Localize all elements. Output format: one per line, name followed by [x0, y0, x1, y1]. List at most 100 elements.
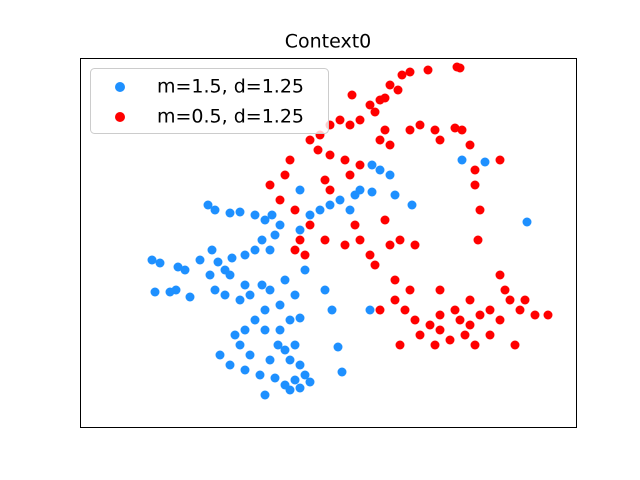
scatter-point [465, 295, 475, 305]
scatter-point [210, 205, 220, 215]
chart-title: Context0 [285, 31, 372, 53]
scatter-point [505, 295, 515, 305]
scatter-point [147, 255, 157, 265]
scatter-point [345, 205, 355, 215]
scatter-point [470, 165, 480, 175]
scatter-point [305, 210, 315, 220]
scatter-point [435, 310, 445, 320]
scatter-point [390, 295, 400, 305]
scatter-point [375, 135, 385, 145]
scatter-point [320, 235, 330, 245]
scatter-point [495, 315, 505, 325]
scatter-point [280, 345, 290, 355]
scatter-point [495, 155, 505, 165]
scatter-point [400, 305, 410, 315]
scatter-point [295, 235, 305, 245]
scatter-point [365, 305, 375, 315]
scatter-point [473, 235, 483, 245]
scatter-point [385, 170, 395, 180]
scatter-point [423, 65, 433, 75]
scatter-point [347, 90, 357, 100]
scatter-point [452, 62, 462, 72]
scatter-point [260, 305, 270, 315]
scatter-point [260, 215, 270, 225]
scatter-point [430, 125, 440, 135]
scatter-point [290, 340, 300, 350]
scatter-point [295, 185, 305, 195]
scatter-point [380, 215, 390, 225]
scatter-point [385, 140, 395, 150]
scatter-point [245, 290, 255, 300]
scatter-point [415, 330, 425, 340]
scatter-point [265, 355, 275, 365]
scatter-point [203, 200, 213, 210]
scatter-point [380, 93, 390, 103]
axes-frame [80, 58, 577, 428]
scatter-point [230, 330, 240, 340]
scatter-point [495, 270, 505, 280]
scatter-point [275, 325, 285, 335]
scatter-point [435, 135, 445, 145]
scatter-point [250, 245, 260, 255]
scatter-point [225, 208, 235, 218]
legend-label: m=1.5, d=1.25 [157, 76, 304, 98]
scatter-point [393, 85, 403, 95]
scatter-point [171, 285, 181, 295]
legend-marker [115, 82, 125, 92]
scatter-point [435, 325, 445, 335]
scatter-point [530, 310, 540, 320]
scatter-point [355, 235, 365, 245]
scatter-point [337, 367, 347, 377]
scatter-point [295, 313, 305, 323]
scatter-point [397, 70, 407, 80]
legend-box [90, 68, 329, 134]
scatter-point [470, 180, 480, 190]
scatter-point [325, 185, 335, 195]
scatter-point [295, 383, 305, 393]
scatter-point [425, 320, 435, 330]
scatter-point [305, 135, 315, 145]
scatter-point [465, 320, 475, 330]
scatter-point [195, 255, 205, 265]
scatter-point [275, 220, 285, 230]
scatter-point [340, 155, 350, 165]
scatter-point [265, 245, 275, 255]
scatter-point [300, 265, 310, 275]
scatter-point [240, 365, 250, 375]
scatter-point [205, 270, 215, 280]
scatter-point [285, 315, 295, 325]
scatter-point [345, 170, 355, 180]
scatter-point [485, 305, 495, 315]
scatter-point [460, 330, 470, 340]
scatter-point [385, 240, 395, 250]
scatter-point [405, 125, 415, 135]
legend-marker [115, 112, 125, 122]
scatter-point [470, 340, 480, 350]
legend: m=1.5, d=1.25 m=0.5, d=1.25 [90, 68, 329, 134]
scatter-point [335, 115, 345, 125]
scatter-point [225, 270, 235, 280]
scatter-point [370, 260, 380, 270]
scatter-point [450, 123, 460, 133]
scatter-point [257, 235, 267, 245]
scatter-point [375, 165, 385, 175]
scatter-point [522, 217, 532, 227]
scatter-point [290, 290, 300, 300]
scatter-point [260, 390, 270, 400]
scatter-point [475, 310, 485, 320]
scatter-point [240, 250, 250, 260]
scatter-point [370, 107, 380, 117]
scatter-point [410, 240, 420, 250]
scatter-point [345, 120, 355, 130]
scatter-point [325, 200, 335, 210]
scatter-point [325, 150, 335, 160]
scatter-point [510, 340, 520, 350]
scatter-point [300, 370, 310, 380]
scatter-point [270, 230, 280, 240]
scatter-point [220, 290, 230, 300]
scatter-point [150, 287, 160, 297]
scatter-point [255, 370, 265, 380]
scatter-point [340, 240, 350, 250]
scatter-point [320, 285, 330, 295]
